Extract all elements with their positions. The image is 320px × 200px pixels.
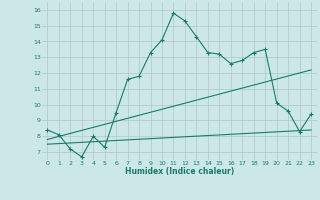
X-axis label: Humidex (Indice chaleur): Humidex (Indice chaleur) <box>124 167 234 176</box>
